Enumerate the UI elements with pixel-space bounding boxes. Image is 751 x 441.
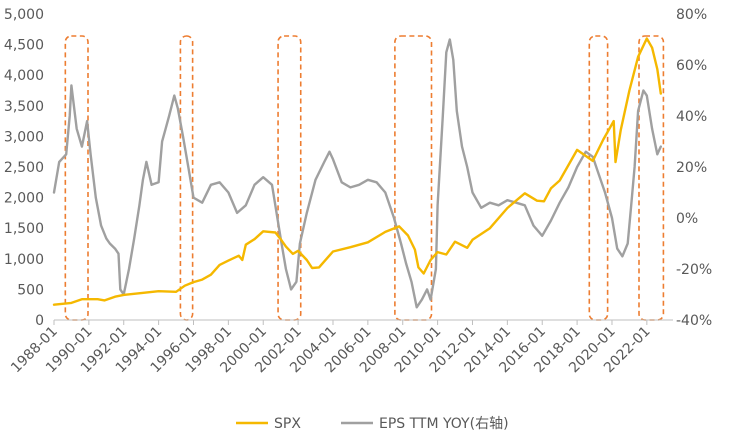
left-axis-tick-label: 1,500 — [4, 221, 44, 237]
left-axis-tick-label: 4,000 — [4, 68, 44, 84]
left-axis-tick-label: 1,000 — [4, 252, 44, 268]
right-axis-tick-label: 80% — [676, 7, 707, 23]
right-axis-tick-label: 0% — [676, 211, 698, 227]
right-axis-tick-label: -20% — [676, 262, 712, 278]
legend-label-eps-ttm-yoy: EPS TTM YOY(右轴) — [379, 416, 509, 432]
highlight-period-box — [588, 35, 609, 321]
series-layer — [52, 37, 662, 309]
legend-label-spx: SPX — [274, 416, 301, 432]
right-axis-tick-label: 40% — [676, 109, 707, 125]
right-axis-tick-label: -40% — [676, 313, 712, 329]
left-axis-tick-label: 0 — [35, 313, 44, 329]
left-axis-tick-label: 2,500 — [4, 160, 44, 176]
highlight-period-box — [64, 35, 89, 321]
legend: SPX EPS TTM YOY(右轴) — [236, 416, 509, 432]
left-axis-tick-label: 500 — [17, 282, 44, 298]
right-axis-tick-label: 60% — [676, 58, 707, 74]
left-axis-tick-label: 3,000 — [4, 129, 44, 145]
left-axis-tick-label: 5,000 — [4, 7, 44, 23]
highlight-period-box — [394, 35, 433, 321]
eps-ttm-yoy-series-line — [52, 38, 662, 309]
right-axis-tick-label: 20% — [676, 160, 707, 176]
spx-series-line — [52, 37, 662, 306]
left-axis-tick-label: 4,500 — [4, 38, 44, 54]
left-axis-tick-label: 3,500 — [4, 99, 44, 115]
left-axis-tick-label: 2,000 — [4, 191, 44, 207]
